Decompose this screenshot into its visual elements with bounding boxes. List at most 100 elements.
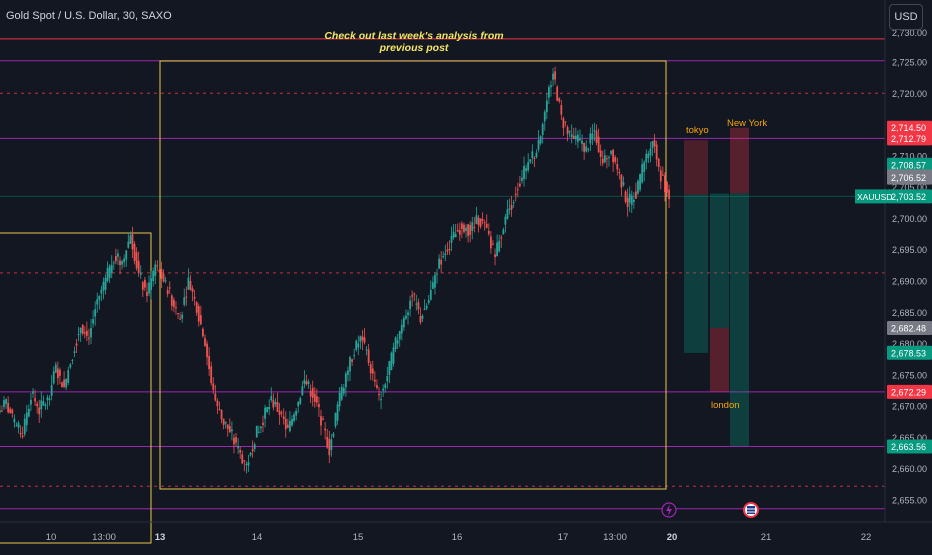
candle-body [50,385,53,396]
candle-body [392,347,395,364]
time-tick-label: 21 [761,532,772,543]
price-tick-label-partial: 2,730.00 [892,28,927,38]
price-badge-label: 2,708.57 [891,160,926,170]
candle-body [384,384,387,388]
candle-body [606,158,608,160]
candle-body [139,273,142,275]
candle-body [494,254,496,258]
candle-body [548,87,550,98]
candle-body [554,71,557,80]
annotation-line-1: Check out last week's analysis from [324,30,503,42]
candle-body [514,193,517,196]
candle-body [191,288,194,292]
candle-body [318,404,320,408]
candle-body [195,302,198,313]
candle-body [214,393,217,401]
candle-body [334,412,337,427]
candle-body [664,175,666,193]
candle-body [247,462,250,466]
candle-body [241,454,244,464]
candle-body [63,379,65,387]
candle-body [112,262,115,264]
candle-body [75,343,78,346]
candle-body [568,131,571,133]
candle-body [251,449,254,452]
price-badge-label: 2,672.29 [891,387,926,397]
candle-body [539,136,542,144]
candle-body [510,204,513,210]
candle-body [98,295,101,300]
time-tick-label: 10 [46,532,57,543]
candle-body [92,319,94,324]
price-tick-label: 2,665.00 [892,433,927,443]
candle-body [369,364,372,374]
candle-body [123,258,126,263]
candle-body [52,371,55,384]
price-badge [887,170,932,185]
time-tick-label: 15 [353,532,364,543]
candle-body [587,148,590,150]
candle-body [371,368,374,374]
candle-body [71,359,74,361]
price-badge [887,321,932,336]
candle-body [266,406,269,413]
candle-body [659,170,662,182]
candle-body [577,134,579,142]
candle-body [330,439,333,450]
candle-body [59,369,61,376]
candle-body [533,157,536,159]
candle-body [48,398,51,400]
candle-body [286,424,289,428]
candle-body [498,240,501,252]
candle-body [311,387,314,398]
candle-body [483,222,486,224]
candle-body [564,121,567,123]
candle-body [668,189,670,200]
candle-body [502,229,505,235]
candle-body [257,431,260,433]
candle-body [313,393,316,402]
candle-body [523,165,525,180]
candle-body [556,86,559,101]
candle-body [657,158,660,168]
candle-body [630,195,633,205]
candle-body [525,168,528,172]
london-session-upper [710,193,729,328]
candle-body [185,296,188,298]
candle-body [268,406,271,410]
symbol-title: Gold Spot / U.S. Dollar, 30, SAXO [6,10,172,22]
candle-body [531,151,534,159]
candle-body [131,234,134,250]
candle-body [635,191,637,199]
tokyo-label: tokyo [686,125,709,136]
candle-body [639,173,641,190]
price-tick-label: 2,700.00 [892,214,927,224]
candle-body [3,400,5,407]
candle-body [521,177,523,181]
symbol-tag-label: XAUUSD [857,192,892,202]
candle-body [202,328,204,337]
candle-body [303,379,306,385]
candle-body [419,316,422,323]
candle-body [332,433,335,437]
candle-body [527,162,530,171]
candle-body [216,400,219,407]
candle-body [376,385,378,388]
candle-body [326,437,329,448]
candle-body [415,303,418,305]
candle-body [429,289,432,300]
candle-body [164,280,167,282]
time-tick-label: 13 [155,532,166,543]
currency-button[interactable]: USD [889,4,923,30]
candle-body [289,420,291,432]
candle-body [193,296,196,299]
price-tick-label: 2,680.00 [892,339,927,349]
candle-body [649,148,652,156]
candle-body [641,164,644,183]
candle-body [608,156,610,158]
newyork-session-lower [730,193,749,447]
candle-body [572,135,575,139]
candle-body [460,223,463,229]
